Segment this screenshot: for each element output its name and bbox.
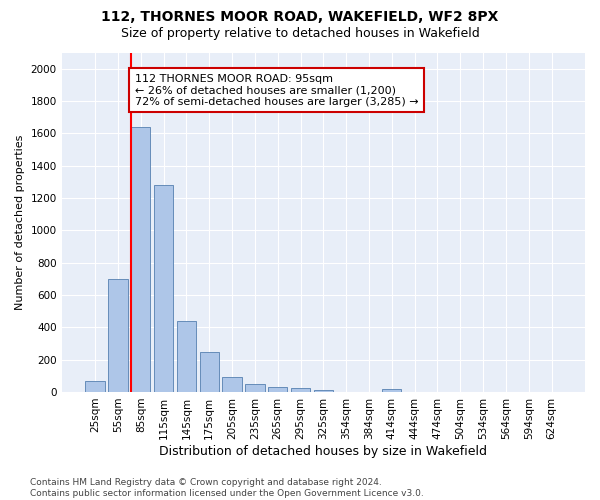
Bar — [177, 321, 196, 392]
Bar — [108, 279, 128, 392]
Bar — [131, 127, 151, 392]
Bar — [245, 384, 265, 392]
Bar — [85, 382, 105, 392]
Bar — [268, 387, 287, 392]
Y-axis label: Number of detached properties: Number of detached properties — [15, 134, 25, 310]
Bar — [314, 390, 333, 392]
Bar — [291, 388, 310, 392]
Bar — [154, 185, 173, 392]
Bar — [200, 352, 219, 392]
Text: 112, THORNES MOOR ROAD, WAKEFIELD, WF2 8PX: 112, THORNES MOOR ROAD, WAKEFIELD, WF2 8… — [101, 10, 499, 24]
Bar — [223, 376, 242, 392]
Text: 112 THORNES MOOR ROAD: 95sqm
← 26% of detached houses are smaller (1,200)
72% of: 112 THORNES MOOR ROAD: 95sqm ← 26% of de… — [134, 74, 418, 106]
X-axis label: Distribution of detached houses by size in Wakefield: Distribution of detached houses by size … — [160, 444, 487, 458]
Text: Contains HM Land Registry data © Crown copyright and database right 2024.
Contai: Contains HM Land Registry data © Crown c… — [30, 478, 424, 498]
Text: Size of property relative to detached houses in Wakefield: Size of property relative to detached ho… — [121, 28, 479, 40]
Bar — [382, 388, 401, 392]
